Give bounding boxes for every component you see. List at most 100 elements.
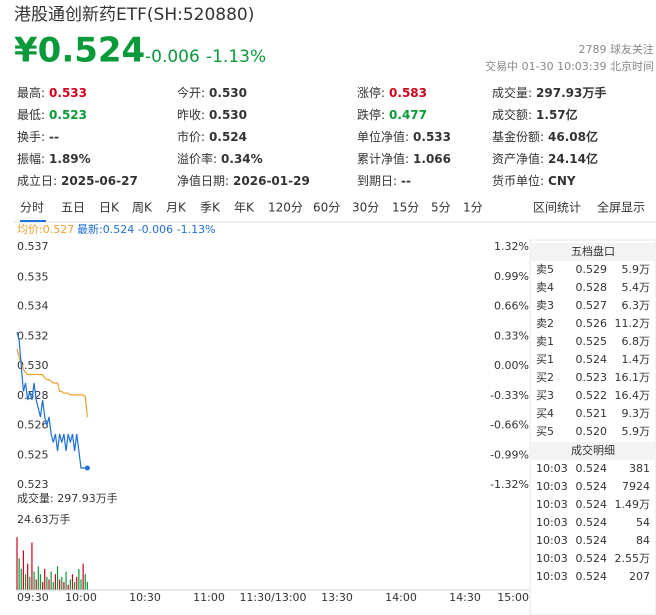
tab[interactable]: 年K (234, 201, 255, 215)
volume-bar (59, 579, 61, 590)
row-volume: 5.9万 (622, 425, 651, 438)
stat: 跌停: 0.477 (357, 107, 427, 122)
tab[interactable]: 周K (132, 201, 153, 215)
volume-bar (35, 579, 37, 590)
price-line (16, 331, 88, 469)
stat-value: 24.14亿 (548, 151, 598, 166)
stat: 成交量: 297.93万手 (492, 85, 606, 100)
stat: 涨停: 0.583 (357, 85, 427, 100)
stat-value: -- (401, 174, 411, 188)
row-price: 0.526 (576, 317, 608, 330)
volume-bar (69, 579, 71, 590)
stat-label: 成交额: (492, 107, 532, 122)
price: ¥0.524 (14, 31, 145, 71)
status: 交易中 01-30 10:03:39 北京时间 (485, 59, 654, 73)
y-tick-label: 0.534 (17, 300, 49, 313)
row-volume: 16.4万 (615, 389, 651, 402)
row-price: 0.524 (576, 552, 608, 565)
row-volume: 1.49万 (615, 498, 651, 511)
tab-link[interactable]: 全屏显示 (597, 200, 645, 215)
stat: 净值日期: 2026-01-29 (177, 173, 310, 188)
stat-label: 到期日: (357, 174, 397, 188)
stat-label: 累计净值: (357, 151, 409, 166)
stat: 成交额: 1.57亿 (492, 107, 578, 122)
y-tick-label: 0.526 (17, 419, 49, 432)
volume-bar (33, 571, 35, 590)
tab[interactable]: 30分 (352, 201, 379, 215)
volume-bar (31, 542, 33, 590)
row-label: 买3 (536, 389, 554, 402)
row-volume: 6.3万 (622, 299, 651, 312)
tab[interactable]: 分时 (20, 201, 44, 215)
stat: 最高: 0.533 (17, 85, 87, 100)
stat: 资产净值: 24.14亿 (492, 151, 598, 166)
volume-bar (63, 582, 65, 590)
stat: 到期日: -- (357, 174, 411, 188)
row-price: 0.520 (576, 425, 608, 438)
volume-bar (46, 576, 48, 590)
tab[interactable]: 五日 (61, 201, 85, 215)
stat-value: 297.93万手 (536, 85, 606, 100)
row-price: 0.527 (576, 299, 608, 312)
row-label: 10:03 (536, 516, 568, 529)
volume-bar (18, 558, 20, 590)
panel-title: 成交明细 (571, 443, 615, 457)
stat: 昨收: 0.530 (177, 108, 247, 122)
row-volume: 7924 (622, 480, 650, 493)
tab[interactable]: 5分 (431, 201, 451, 215)
volume-bar (78, 568, 80, 590)
volume-bar (80, 579, 82, 590)
volume-bar (42, 582, 44, 590)
stat-label: 资产净值: (492, 151, 544, 166)
y2-tick-label: 1.32% (494, 240, 529, 253)
stat: 最低: 0.523 (17, 108, 87, 122)
stat-value: 0.524 (209, 130, 247, 144)
price-line (16, 348, 88, 418)
stat: 今开: 0.530 (177, 85, 247, 100)
stat-value: 1.066 (413, 152, 451, 166)
tab[interactable]: 1分 (463, 201, 483, 215)
stat-label: 振幅: (17, 151, 45, 166)
tab[interactable]: 60分 (313, 201, 340, 215)
stat-value: 0.523 (49, 108, 87, 122)
y2-tick-label: 0.00% (494, 359, 529, 372)
volume-bar (16, 537, 18, 590)
x-tick-label: 10:30 (129, 591, 161, 604)
row-volume: 11.2万 (615, 317, 651, 330)
x-tick-label: 10:00 (65, 591, 97, 604)
volume-bar (20, 568, 22, 590)
stat-value: -- (49, 130, 59, 144)
y2-tick-label: 0.33% (494, 329, 529, 342)
x-tick-label: 14:00 (385, 591, 417, 604)
y2-tick-label: -0.33% (490, 389, 529, 402)
tab[interactable]: 日K (99, 201, 120, 215)
volume-bar (50, 571, 52, 590)
stat-value: 0.533 (413, 130, 451, 144)
row-volume: 1.4万 (622, 353, 651, 366)
stat: 基金份额: 46.08亿 (492, 129, 598, 144)
side-panel (529, 239, 656, 615)
row-label: 买2 (536, 371, 554, 384)
row-volume: 9.3万 (622, 407, 651, 420)
stat-label: 净值日期: (177, 173, 229, 188)
tab[interactable]: 15分 (392, 201, 419, 215)
panel-header-bg (531, 442, 655, 460)
tab-link[interactable]: 区间统计 (533, 201, 581, 215)
title: 港股通创新药ETF(SH:520880) (14, 5, 254, 25)
followers: 2789 球友关注 (579, 42, 655, 56)
row-label: 买1 (536, 353, 554, 366)
stat-label: 换手: (17, 130, 45, 144)
tab[interactable]: 120分 (268, 201, 303, 215)
tab[interactable]: 季K (200, 201, 221, 215)
row-label: 10:03 (536, 498, 568, 511)
last-point (84, 465, 90, 471)
stat-value: 0.530 (209, 86, 247, 100)
stat: 货币单位: CNY (492, 173, 576, 188)
row-price: 0.524 (576, 498, 608, 511)
y-tick-label: 0.525 (17, 448, 49, 461)
tab[interactable]: 月K (166, 201, 187, 215)
volume-bar (29, 576, 31, 590)
row-label: 10:03 (536, 462, 568, 475)
volume-bar (84, 574, 86, 590)
